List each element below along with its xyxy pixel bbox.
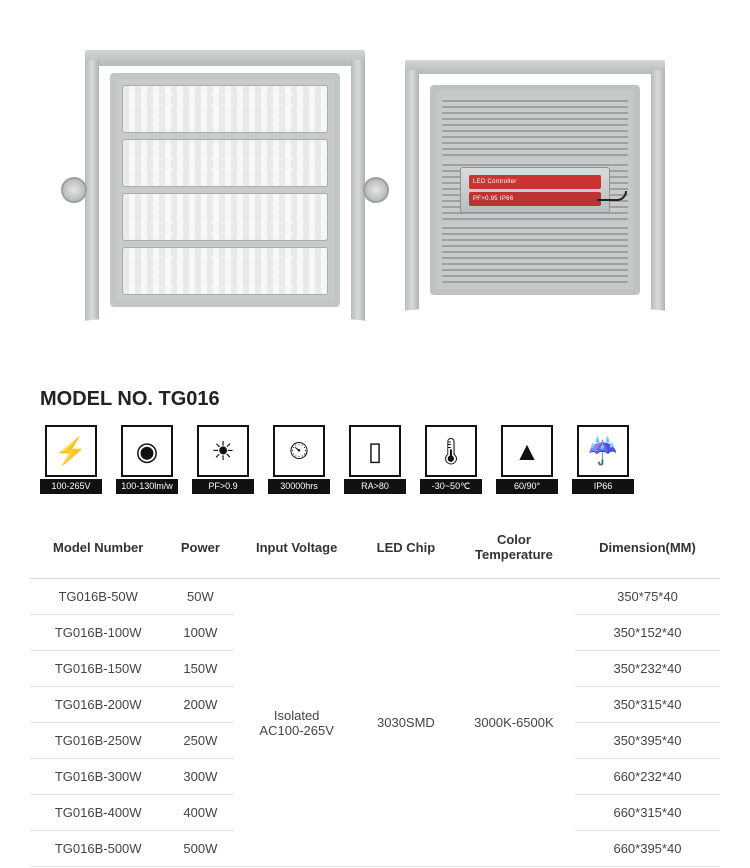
cell-power: 400W xyxy=(166,795,234,831)
cell-color-temp: 3000K-6500K xyxy=(453,579,575,867)
cell-dimension: 660*232*40 xyxy=(575,759,720,795)
spec-icon-symbol: ▯ xyxy=(349,425,401,477)
table-header-cell: LED Chip xyxy=(359,516,453,579)
spec-icon-caption: 100-130lm/w xyxy=(116,479,178,494)
spec-icon: ☀ PF>0.9 xyxy=(190,425,256,494)
spec-icon-symbol: ▲ xyxy=(501,425,553,477)
cell-power: 150W xyxy=(166,651,234,687)
spec-icon-symbol: ⏲ xyxy=(273,425,325,477)
spec-icon-caption: PF>0.9 xyxy=(192,479,254,494)
driver-label-2: PF>0.95 IP66 xyxy=(473,196,513,202)
table-header-cell: Color Temperature xyxy=(453,516,575,579)
spec-icon: ⏲ 30000hrs xyxy=(266,425,332,494)
led-driver-box: LED Controller PF>0.95 IP66 xyxy=(460,167,610,213)
spec-icon-symbol: ◉ xyxy=(121,425,173,477)
product-front-view xyxy=(85,50,365,330)
cell-model: TG016B-300W xyxy=(30,759,166,795)
cell-power: 250W xyxy=(166,723,234,759)
cell-dimension: 350*75*40 xyxy=(575,579,720,615)
spec-icon-caption: RA>80 xyxy=(344,479,406,494)
table-header-row: Model NumberPowerInput VoltageLED ChipCo… xyxy=(30,516,720,579)
driver-label-1: LED Controller xyxy=(473,179,517,185)
cell-led-chip: 3030SMD xyxy=(359,579,453,867)
cell-dimension: 350*315*40 xyxy=(575,687,720,723)
cell-dimension: 660*315*40 xyxy=(575,795,720,831)
cell-model: TG016B-50W xyxy=(30,579,166,615)
spec-icon-symbol: 🌡 xyxy=(425,425,477,477)
table-header-cell: Model Number xyxy=(30,516,166,579)
cell-dimension: 660*395*40 xyxy=(575,831,720,867)
spec-icon-caption: 100-265V xyxy=(40,479,102,494)
cell-model: TG016B-100W xyxy=(30,615,166,651)
cell-dimension: 350*395*40 xyxy=(575,723,720,759)
spec-icon-symbol: ⚡ xyxy=(45,425,97,477)
cell-model: TG016B-500W xyxy=(30,831,166,867)
cell-model: TG016B-400W xyxy=(30,795,166,831)
cell-power: 300W xyxy=(166,759,234,795)
cell-dimension: 350*152*40 xyxy=(575,615,720,651)
table-header-cell: Dimension(MM) xyxy=(575,516,720,579)
cell-power: 50W xyxy=(166,579,234,615)
cell-model: TG016B-150W xyxy=(30,651,166,687)
spec-icon: ▯ RA>80 xyxy=(342,425,408,494)
spec-icon-symbol: ☀ xyxy=(197,425,249,477)
product-hero-area: LED Controller PF>0.95 IP66 xyxy=(0,0,750,380)
cell-model: TG016B-250W xyxy=(30,723,166,759)
spec-icon-caption: 60/90° xyxy=(496,479,558,494)
cell-input-voltage: Isolated AC100-265V xyxy=(234,579,359,867)
spec-icon-row: ⚡ 100-265V ◉ 100-130lm/w ☀ PF>0.9 ⏲ 30000hrs ▯ RA… xyxy=(0,425,750,516)
heatsink-back: LED Controller PF>0.95 IP66 xyxy=(430,85,640,295)
spec-icon: ▲ 60/90° xyxy=(494,425,560,494)
spec-icon: ☔ IP66 xyxy=(570,425,636,494)
table-header-cell: Power xyxy=(166,516,234,579)
cell-dimension: 350*232*40 xyxy=(575,651,720,687)
spec-icon-caption: IP66 xyxy=(572,479,634,494)
spec-icon-caption: 30000hrs xyxy=(268,479,330,494)
led-panel-front xyxy=(110,73,340,307)
cell-power: 200W xyxy=(166,687,234,723)
spec-icon: 🌡 -30~50℃ xyxy=(418,425,484,494)
spec-icon: ⚡ 100-265V xyxy=(38,425,104,494)
spec-icon-symbol: ☔ xyxy=(577,425,629,477)
cell-model: TG016B-200W xyxy=(30,687,166,723)
table-body: TG016B-50W50WIsolated AC100-265V3030SMD3… xyxy=(30,579,720,867)
table-header-cell: Input Voltage xyxy=(234,516,359,579)
cell-power: 500W xyxy=(166,831,234,867)
model-title: MODEL NO. TG016 xyxy=(0,380,750,425)
table-row: TG016B-50W50WIsolated AC100-265V3030SMD3… xyxy=(30,579,720,615)
spec-icon-caption: -30~50℃ xyxy=(420,479,482,494)
spec-table: Model NumberPowerInput VoltageLED ChipCo… xyxy=(30,516,720,867)
cell-power: 100W xyxy=(166,615,234,651)
product-back-view: LED Controller PF>0.95 IP66 xyxy=(405,60,665,320)
spec-icon: ◉ 100-130lm/w xyxy=(114,425,180,494)
